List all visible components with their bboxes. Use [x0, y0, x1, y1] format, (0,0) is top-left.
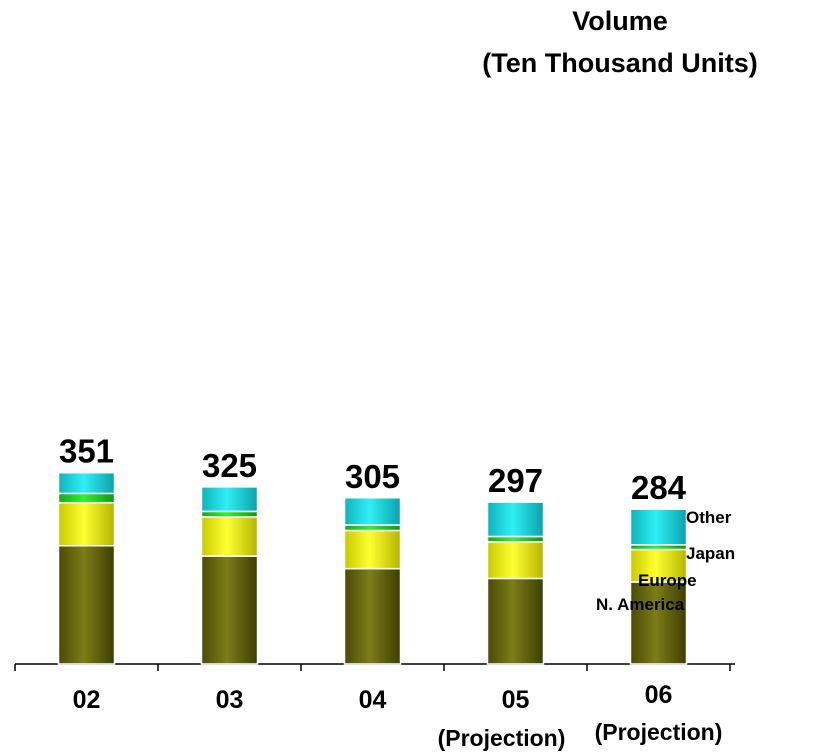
x-tick-sublabel: (Projection) — [438, 725, 566, 751]
bar-segment-n-america-04 — [343, 567, 402, 665]
bar-segment-europe-04 — [343, 529, 402, 570]
bar-total-label: 351 — [59, 433, 114, 470]
bar-segment-n-america-03 — [200, 555, 259, 665]
x-tick-sublabel: (Projection) — [595, 719, 723, 745]
segment-label: N. America — [596, 595, 685, 614]
bar-segment-n-america-02 — [57, 544, 116, 665]
bar-total-label: 297 — [488, 462, 543, 499]
bar-segment-europe-03 — [200, 516, 259, 557]
bar-segment-japan-02 — [57, 492, 116, 504]
bar-total-label: 325 — [202, 447, 257, 484]
bar-segment-japan-04 — [343, 524, 402, 532]
chart-subtitle: (Ten Thousand Units) — [482, 48, 758, 78]
x-tick-label: 02 — [73, 686, 101, 714]
bar-segment-other-03 — [200, 486, 259, 513]
segment-label: Japan — [686, 544, 735, 563]
x-tick-label: 04 — [359, 686, 387, 714]
bar-segment-3-06 — [629, 508, 688, 546]
x-tick-label: 06 — [645, 681, 673, 709]
bar-segment-europe-05 — [486, 541, 545, 580]
bar-segment-japan-03 — [200, 510, 259, 518]
segment-label: Other — [686, 508, 732, 527]
bar-segment-n-america-05 — [486, 577, 545, 665]
bar-total-label: 284 — [631, 469, 687, 506]
chart-title: Volume — [572, 6, 668, 36]
bar-segment-other-02 — [57, 471, 116, 495]
x-tick-label: 05 — [502, 686, 530, 714]
bar-total-label: 305 — [345, 458, 400, 495]
segment-label: Europe — [638, 571, 697, 590]
bar-segment-other-05 — [486, 501, 545, 538]
bar-segment-other-04 — [343, 497, 402, 526]
bar-segment-europe-02 — [57, 501, 116, 547]
bar-segment-japan-05 — [486, 535, 545, 543]
x-tick-label: 03 — [216, 686, 244, 714]
bar-segment-0-06 — [629, 581, 688, 665]
